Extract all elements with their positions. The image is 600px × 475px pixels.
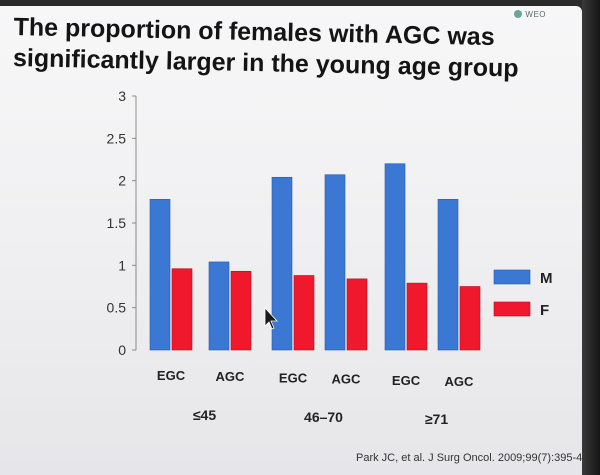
legend-swatch-m	[493, 269, 531, 285]
group-label: ≤45	[193, 407, 216, 423]
legend-swatch-f	[493, 301, 531, 317]
x-tick-label: AGC	[332, 372, 362, 387]
group-label: 46–70	[304, 409, 343, 425]
x-tick-label: EGC	[157, 368, 186, 383]
bar-f	[406, 282, 428, 351]
bar-m	[208, 261, 230, 351]
screen-edge	[582, 0, 600, 475]
bar-m	[384, 163, 406, 351]
bar-m	[437, 198, 459, 351]
y-tick-label: 1	[118, 257, 126, 273]
x-tick-label: EGC	[392, 373, 421, 388]
x-tick-label: EGC	[279, 370, 308, 385]
x-tick-label: AGC	[445, 374, 475, 389]
x-tick-label: AGC	[216, 369, 246, 384]
y-tick-label: 1.5	[107, 215, 127, 231]
logo-text: WEO	[525, 10, 546, 19]
mouse-cursor-icon	[264, 306, 278, 330]
bar-f	[171, 268, 193, 351]
bar-f	[346, 278, 368, 351]
y-tick-label: 2	[118, 173, 126, 189]
group-label: ≥71	[425, 411, 448, 427]
y-tick-label: 0.5	[107, 300, 127, 316]
legend-label-m: M	[540, 270, 553, 287]
legend-label-f: F	[540, 302, 549, 319]
bar-m	[149, 198, 171, 351]
slide: WEO The proportion of females with AGC w…	[0, 6, 582, 475]
bar-f	[459, 286, 481, 351]
bar-f	[293, 275, 315, 351]
bar-m	[271, 176, 293, 351]
y-tick-label: 2.5	[107, 130, 127, 146]
bar-m	[324, 174, 346, 351]
conference-logo: WEO	[514, 10, 546, 19]
y-tick-label: 3	[118, 88, 126, 104]
y-tick-label: 0	[118, 342, 126, 358]
bar-chart: 0 0.5 1 1.5 2 2.5 3 EGC AGC EGC AGC EGC AGC ≤45 46–70 ≥…	[107, 88, 553, 427]
citation: Park JC, et al. J Surg Oncol. 2009;99(7)…	[356, 452, 582, 464]
logo-icon	[514, 10, 523, 18]
bar-f	[230, 270, 252, 351]
